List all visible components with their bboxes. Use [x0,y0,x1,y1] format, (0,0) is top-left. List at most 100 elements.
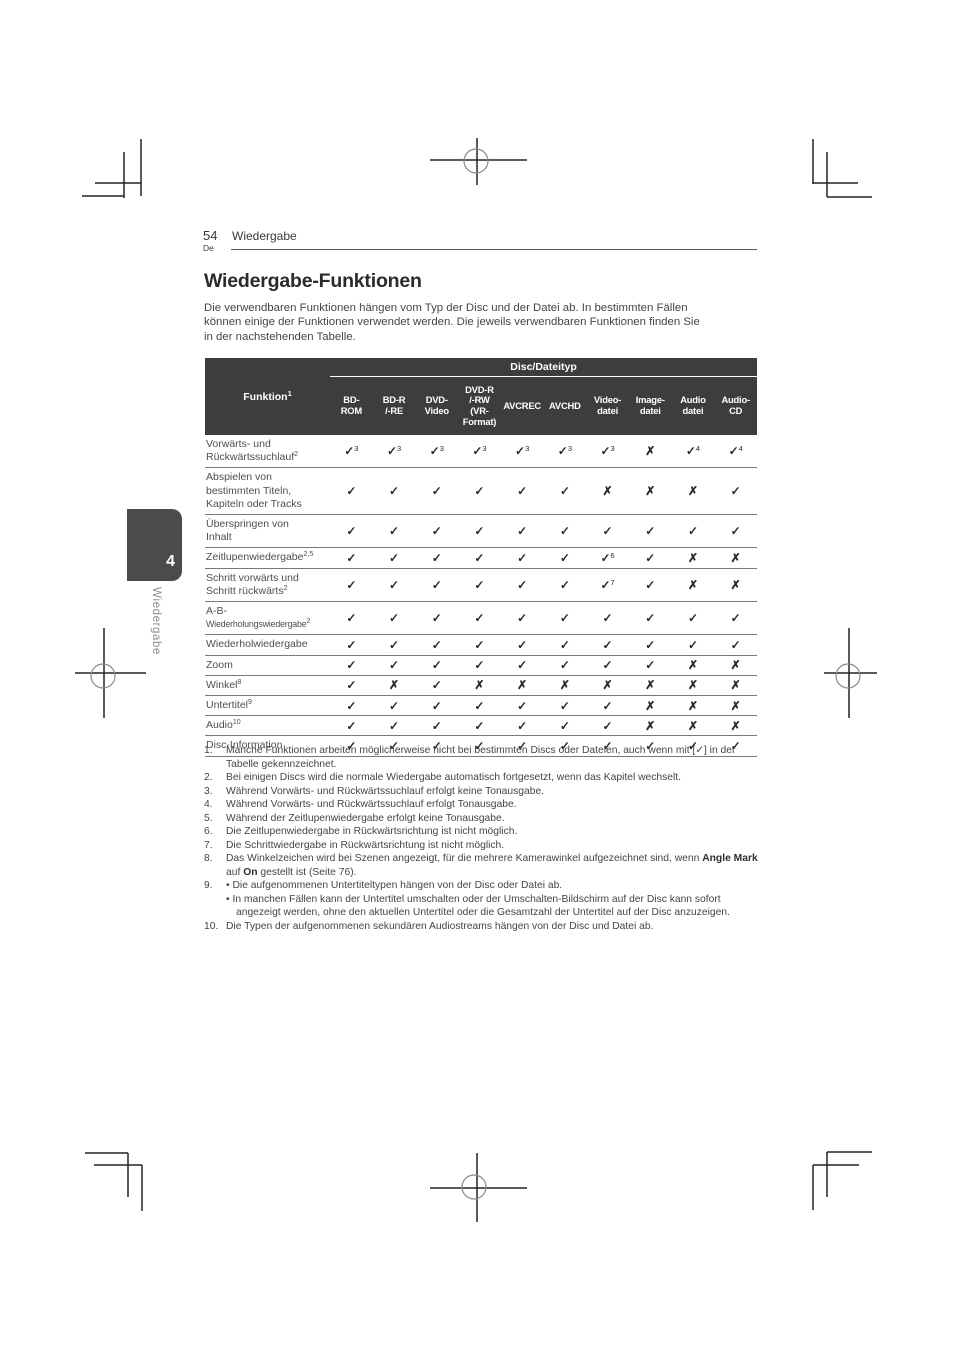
footnote-text: Während der Zeitlupenwiedergabe erfolgt … [226,812,505,824]
chapter-side-label: Wiedergabe [150,587,162,656]
disc-type-header-group: Disc/Dateityp BD- ROM BD-R/-RE DVD- Video DVD… [330,358,757,435]
check-mark: ✓ [559,577,570,592]
chapter-tab: 4 [127,509,182,581]
check-mark: ✓ [517,577,528,592]
cross-mark: ✗ [645,698,656,713]
cross-mark: ✗ [730,698,741,713]
table-row: A-B- Wiederholungswiedergabe2 ✓ ✓ ✓ ✓ ✓ ✓ ✓ ✓ ✓ ✓ [205,602,757,636]
check-mark: ✓ [730,611,741,626]
page-number: 54 [203,228,218,243]
check-mark: ✓ [346,638,357,653]
registration-circle-bottom [461,1174,487,1200]
intro-paragraph: Die verwendbaren Funktionen hängen vom T… [204,302,700,343]
check-mark: ✓ [602,524,613,539]
row-label: Winkel8 [206,678,242,691]
check-mark: ✓ [431,678,442,693]
check-mark: ✓ [346,658,357,673]
footnote-number: 10. [204,920,219,932]
check-mark: ✓ [389,577,400,592]
check-mark: ✓ [474,551,485,566]
check-mark: ✓ [389,718,400,733]
check-mark: ✓ [645,611,656,626]
check-mark: ✓3 [472,444,487,459]
footnote-number: 6. [204,826,213,837]
footnote-item: 1. Manche Funktionen arbeiten möglicherwe… [204,744,767,771]
cross-mark: ✗ [687,698,698,713]
cross-mark: ✗ [687,718,698,733]
row-label: Abspielen von bestimmten Titeln, Kapiteln … [206,471,302,510]
check-mark: ✓ [431,698,442,713]
check-mark: ✓3 [344,444,359,459]
cross-mark: ✗ [602,484,613,499]
disc-column-header: Audio datei [680,394,706,416]
check-mark: ✓ [517,551,528,566]
cross-mark: ✗ [645,484,656,499]
row-label: Untertitel9 [206,699,252,712]
disc-column-header: AVCREC [503,399,542,411]
row-label: Vorwärts- und Rückwärtssuchlauf2 [206,438,299,464]
footnote-number: 5. [204,812,213,824]
check-mark: ✓3 [600,444,615,459]
footnotes-list: 1. Manche Funktionen arbeiten möglicherwe… [204,744,767,933]
check-mark: ✓ [389,658,400,673]
disc-type-group-label: Disc/Dateityp [330,358,757,377]
footnote-item: 6. Die Zeitlupenwiedergabe in Rückwärtsri… [204,825,767,839]
disc-column-header: BD- ROM [340,394,362,416]
check-mark: ✓ [431,658,442,673]
table-row: Überspringen von Inhalt ✓ ✓ ✓ ✓ ✓ ✓ ✓ ✓ ✓ ✓ [205,515,757,549]
footnote-item: 2. Bei einigen Discs wird die normale Wie… [204,771,767,785]
check-mark: ✓ [517,638,528,653]
page-language: De [203,243,214,253]
table-row: Abspielen von bestimmten Titeln, Kapiteln … [205,468,757,516]
check-mark: ✓ [389,551,400,566]
row-label: A-B- Wiederholungswiedergabe2 [206,605,311,630]
check-mark: ✓ [559,524,570,539]
check-mark: ✓ [517,611,528,626]
footnote-text: Während Vorwärts- und Rückwärtssuchlauf … [226,799,517,810]
check-mark: ✓ [559,658,570,673]
check-mark: ✓ [645,551,656,566]
check-mark: ✓ [431,551,442,566]
check-mark: ✓ [346,577,357,592]
cross-mark: ✗ [389,678,400,693]
check-mark: ✓ [602,638,613,653]
check-mark: ✓ [687,739,698,754]
table-row: Vorwärts- und Rückwärtssuchlauf2 ✓3 ✓3 ✓3 ✓3 ✓… [205,435,757,469]
check-mark: ✓ [474,577,485,592]
check-mark: ✓ [389,611,400,626]
check-mark: ✓ [602,718,613,733]
check-mark: ✓ [389,698,400,713]
check-mark: ✓ [559,698,570,713]
check-mark: ✓6 [600,551,615,566]
check-mark: ✓ [559,484,570,499]
cross-mark: ✗ [687,551,698,566]
check-mark: ✓ [645,658,656,673]
table-body: Vorwärts- und Rückwärtssuchlauf2 ✓3 ✓3 ✓3 ✓3 ✓… [205,435,757,757]
check-mark: ✓ [474,718,485,733]
cross-mark: ✗ [730,577,741,592]
check-mark: ✓ [474,638,485,653]
disc-column-header: Audio- CD [721,394,750,416]
cross-mark: ✗ [474,678,485,693]
check-mark: ✓ [346,718,357,733]
row-label: Zeitlupenwiedergabe2,5 [206,551,314,564]
check-mark: ✓ [645,524,656,539]
check-mark: ✓ [559,638,570,653]
cross-mark: ✗ [559,678,570,693]
table-row: Zeitlupenwiedergabe2,5 ✓ ✓ ✓ ✓ ✓ ✓ ✓6 ✓ ✗ ✗ [205,548,757,569]
running-header-section: Wiedergabe [232,229,297,243]
check-mark: ✓ [559,551,570,566]
check-mark: ✓ [687,611,698,626]
check-mark: ✓ [346,698,357,713]
check-mark: ✓ [730,484,741,499]
row-label: Wiederholwiedergabe [206,638,308,651]
cross-mark: ✗ [645,678,656,693]
check-mark: ✓ [687,524,698,539]
footnote-number: 1. [204,745,213,756]
table-row: Winkel8 ✓ ✗ ✓ ✗ ✗ ✗ ✗ ✗ ✗ ✗ [205,676,757,697]
check-mark: ✓ [474,658,485,673]
footnote-number: 9. [204,880,213,891]
cross-mark: ✗ [730,678,741,693]
check-mark: ✓ [602,611,613,626]
